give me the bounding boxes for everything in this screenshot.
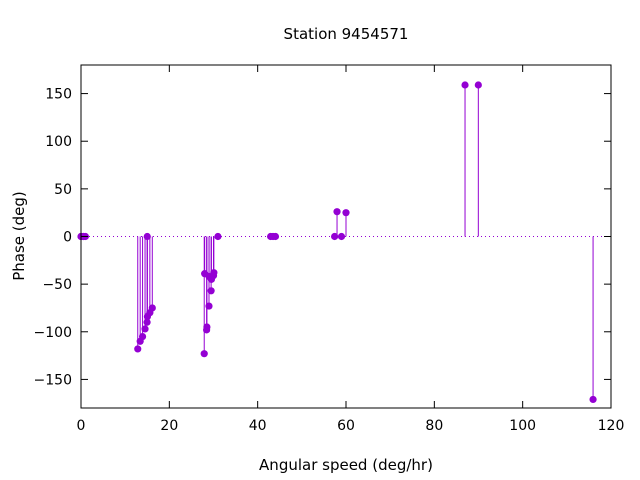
data-point — [143, 318, 151, 326]
data-point — [461, 81, 469, 89]
impulse-series — [137, 85, 594, 400]
y-axis-title: Phase (deg) — [10, 191, 28, 281]
y-axis: −150 −100 −50 0 50 100 150 — [34, 87, 611, 388]
y-tick-label: −100 — [34, 325, 72, 341]
x-tick-label: 20 — [160, 418, 178, 434]
x-tick-label: 120 — [598, 418, 625, 434]
data-point — [148, 304, 156, 312]
x-tick-label: 0 — [77, 418, 86, 434]
data-point — [143, 232, 151, 241]
data-point — [203, 323, 211, 331]
data-point — [474, 81, 482, 89]
data-point — [331, 232, 339, 241]
y-tick-label: −50 — [42, 277, 72, 293]
y-tick-label: −150 — [34, 372, 72, 388]
data-point — [214, 232, 222, 241]
data-point — [589, 395, 597, 404]
data-point — [337, 232, 346, 241]
chart-title: Station 9454571 — [284, 25, 409, 43]
data-point — [342, 209, 350, 217]
x-tick-label: 100 — [509, 418, 536, 434]
x-tick-label: 60 — [337, 418, 355, 434]
y-tick-label: 100 — [45, 134, 72, 150]
y-tick-label: 0 — [63, 230, 72, 246]
x-tick-label: 40 — [249, 418, 267, 434]
data-point — [134, 345, 142, 353]
y-tick-label: 150 — [45, 87, 72, 103]
data-point — [333, 208, 341, 216]
x-axis-title: Angular speed (deg/hr) — [259, 456, 433, 474]
x-axis: 0 20 40 60 80 100 120 — [77, 65, 625, 434]
data-point — [205, 302, 213, 310]
data-point — [210, 269, 218, 277]
y-tick-label: 50 — [54, 182, 72, 198]
data-point — [200, 350, 208, 358]
point-series — [77, 81, 597, 404]
data-point — [141, 325, 149, 333]
data-point — [138, 332, 147, 341]
data-point — [271, 232, 280, 241]
x-tick-label: 80 — [425, 418, 443, 434]
data-point — [207, 287, 215, 295]
